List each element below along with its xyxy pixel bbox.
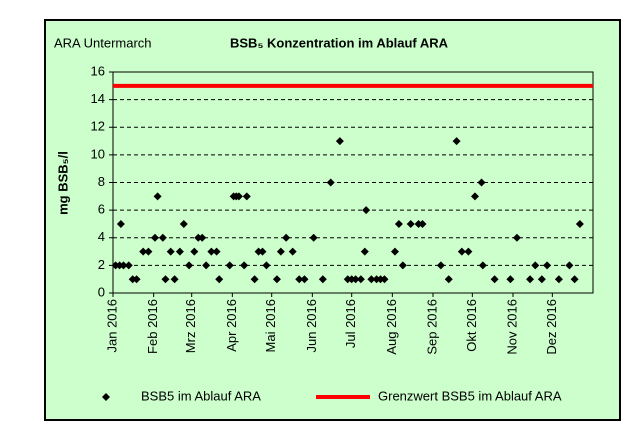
- y-tick-label: 0: [98, 284, 105, 299]
- data-point: [166, 247, 175, 256]
- data-point: [457, 247, 466, 256]
- x-tick-label: Jun 2016: [304, 299, 319, 353]
- data-point: [477, 178, 486, 187]
- data-point: [119, 261, 128, 270]
- data-point: [512, 233, 521, 242]
- y-tick-label: 10: [91, 146, 105, 161]
- data-point: [153, 192, 162, 201]
- data-point: [398, 261, 407, 270]
- data-point: [207, 247, 216, 256]
- x-tick-label: Sep 2016: [424, 299, 439, 355]
- x-tick-label: Jan 2016: [104, 299, 119, 353]
- data-point: [300, 275, 309, 284]
- data-point: [543, 261, 552, 270]
- data-point: [418, 219, 427, 228]
- data-point: [506, 275, 515, 284]
- data-point: [150, 233, 159, 242]
- data-point: [288, 247, 297, 256]
- legend-label: BSB5 im Ablauf ARA: [141, 388, 261, 403]
- data-point: [575, 219, 584, 228]
- data-point: [242, 192, 251, 201]
- x-tick-label: Feb 2016: [145, 299, 160, 354]
- data-point: [537, 275, 546, 284]
- y-tick-label: 12: [91, 119, 105, 134]
- y-tick-label: 4: [98, 229, 105, 244]
- data-point: [240, 261, 249, 270]
- chart-title: BSB₅ Konzentration im Ablauf ARA: [230, 35, 449, 50]
- x-tick-label: Mrz 2016: [183, 299, 198, 353]
- data-point: [351, 275, 360, 284]
- data-point: [362, 206, 371, 215]
- y-axis-label: mg BSB₅/l: [55, 151, 70, 215]
- data-point: [478, 261, 487, 270]
- data-point: [531, 261, 540, 270]
- annotation: ARA Untermarch: [54, 35, 152, 50]
- data-point: [158, 233, 167, 242]
- data-point: [565, 261, 574, 270]
- data-point: [225, 261, 234, 270]
- data-point: [170, 275, 179, 284]
- x-tick-label: Mai 2016: [263, 299, 278, 352]
- x-tick-label: Nov 2016: [504, 299, 519, 355]
- data-point: [276, 247, 285, 256]
- data-point: [262, 261, 271, 270]
- data-point: [295, 275, 304, 284]
- data-point: [250, 275, 259, 284]
- data-point: [116, 219, 125, 228]
- x-tick-label: Jul 2016: [343, 299, 358, 348]
- data-point: [124, 261, 133, 270]
- data-point: [318, 275, 327, 284]
- data-point: [335, 137, 344, 146]
- data-point: [554, 275, 563, 284]
- data-point: [190, 247, 199, 256]
- data-point: [356, 275, 365, 284]
- data-point: [360, 247, 369, 256]
- data-point: [139, 247, 148, 256]
- data-point: [394, 219, 403, 228]
- data-point: [185, 261, 194, 270]
- data-point: [175, 247, 184, 256]
- x-tick-label: Aug 2016: [384, 299, 399, 355]
- data-point: [309, 233, 318, 242]
- data-point: [436, 261, 445, 270]
- x-tick-label: Okt 2016: [464, 299, 479, 352]
- data-point: [132, 275, 141, 284]
- data-point: [161, 275, 170, 284]
- legend-label: Grenzwert BSB5 im Ablauf ARA: [378, 388, 562, 403]
- y-tick-label: 14: [91, 91, 105, 106]
- data-point: [406, 219, 415, 228]
- data-point: [179, 219, 188, 228]
- data-point: [464, 247, 473, 256]
- data-point: [282, 233, 291, 242]
- data-point: [367, 275, 376, 284]
- data-point: [234, 192, 243, 201]
- data-point: [212, 247, 221, 256]
- data-point: [470, 192, 479, 201]
- data-point: [570, 275, 579, 284]
- data-point: [198, 233, 207, 242]
- data-point: [526, 275, 535, 284]
- data-point: [390, 247, 399, 256]
- x-tick-label: Apr 2016: [224, 299, 239, 352]
- data-point: [215, 275, 224, 284]
- data-point: [452, 137, 461, 146]
- data-point: [326, 178, 335, 187]
- legend-marker: [102, 393, 110, 401]
- data-point: [380, 275, 389, 284]
- data-point: [144, 247, 153, 256]
- x-tick-label: Dez 2016: [544, 299, 559, 355]
- data-point: [490, 275, 499, 284]
- chart-frame: [44, 19, 621, 421]
- data-point: [272, 275, 281, 284]
- y-tick-label: 8: [98, 174, 105, 189]
- y-tick-label: 16: [91, 63, 105, 78]
- data-point: [444, 275, 453, 284]
- data-point: [202, 261, 211, 270]
- data-point: [258, 247, 267, 256]
- y-tick-label: 2: [98, 257, 105, 272]
- y-tick-label: 6: [98, 202, 105, 217]
